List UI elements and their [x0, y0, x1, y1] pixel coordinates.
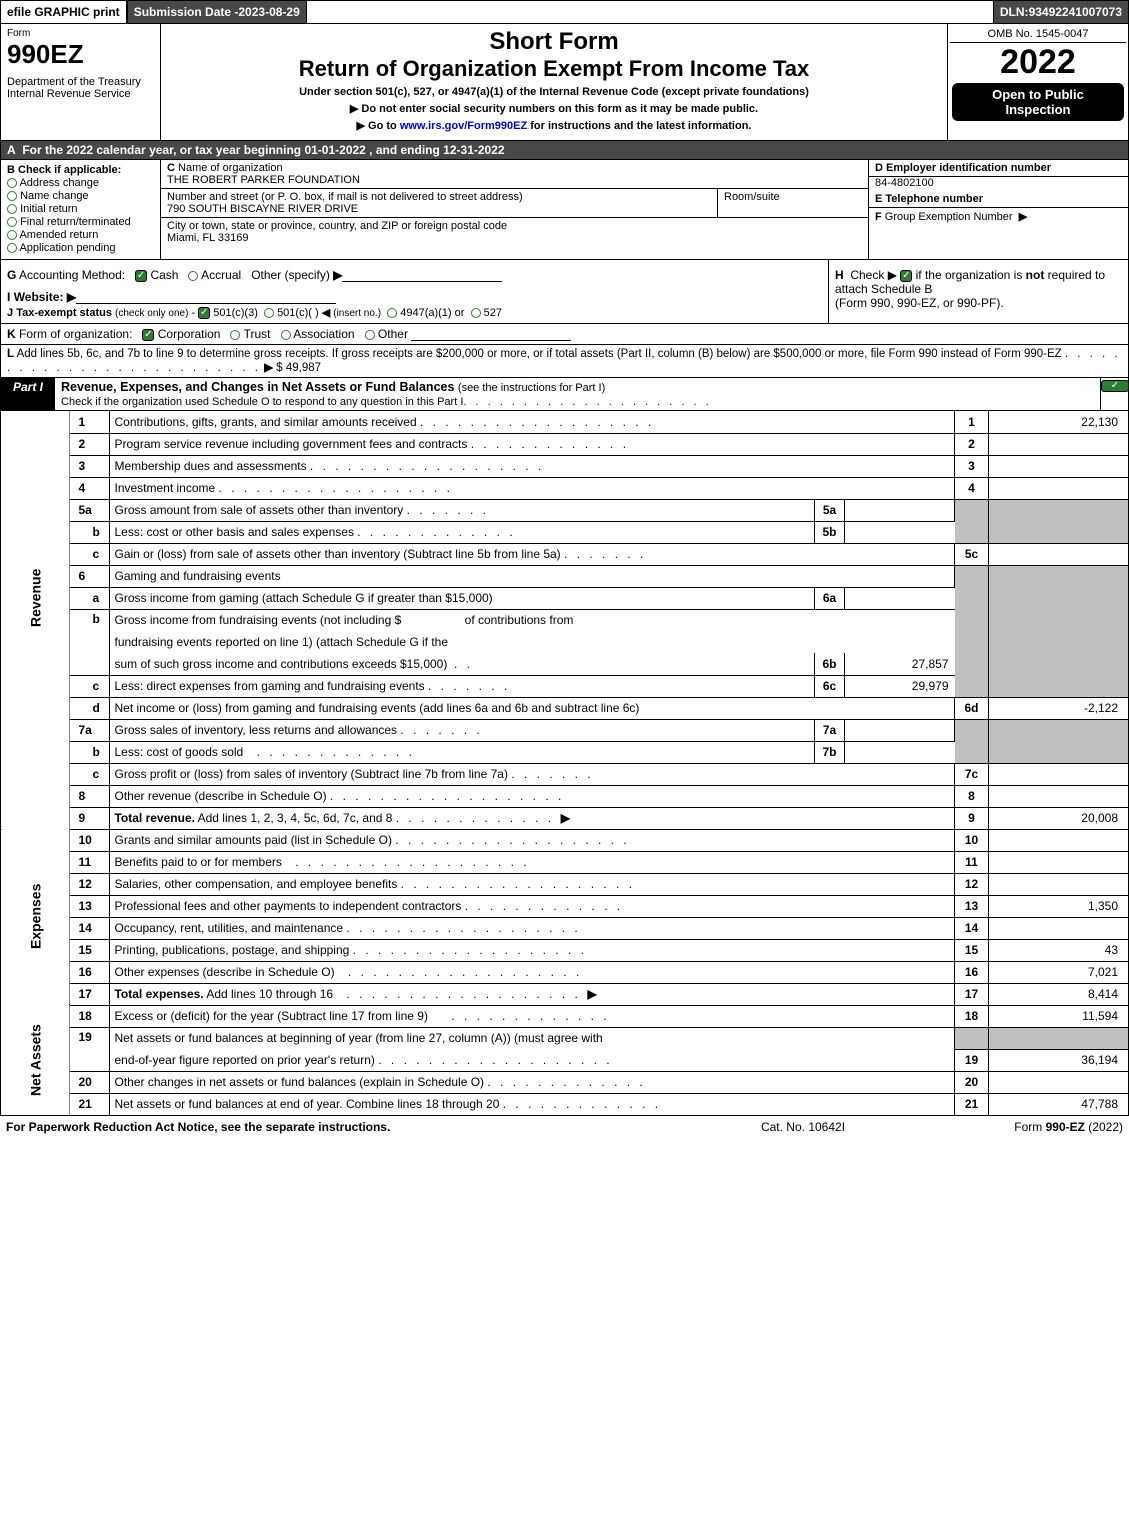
amt-15: 43 — [989, 939, 1129, 961]
form-title: Return of Organization Exempt From Incom… — [167, 56, 941, 82]
paperwork-notice: For Paperwork Reduction Act Notice, see … — [6, 1120, 703, 1134]
form-ref: Form 990-EZ (2022) — [903, 1120, 1123, 1134]
topbar-spacer — [307, 0, 993, 24]
sub1: Under section 501(c), 527, or 4947(a)(1)… — [167, 86, 941, 98]
city-state-zip: Miami, FL 33169 — [167, 232, 249, 244]
netassets-tab: Net Assets — [1, 1005, 70, 1115]
other-blank[interactable] — [342, 269, 502, 282]
short-form: Short Form — [167, 28, 941, 56]
chk-initial-return[interactable]: Initial return — [7, 203, 154, 215]
chk-h[interactable]: ✓ — [900, 270, 912, 282]
chk-other[interactable] — [365, 330, 375, 340]
ein: 84-4802100 — [869, 177, 1128, 191]
line-k: K Form of organization: ✓ Corporation Tr… — [0, 324, 1129, 345]
amt-17: 8,414 — [989, 983, 1129, 1005]
ghij-row: G Accounting Method: ✓ Cash Accrual Othe… — [0, 260, 1129, 324]
website-blank[interactable] — [76, 291, 336, 304]
part1-table: Revenue 1 Contributions, gifts, grants, … — [0, 411, 1129, 1116]
chk-527[interactable] — [471, 308, 481, 318]
dln: DLN: 93492241007073 — [993, 0, 1129, 24]
org-name: THE ROBERT PARKER FOUNDATION — [167, 174, 360, 186]
form-word: Form — [7, 28, 154, 39]
amt-6d: -2,122 — [989, 697, 1129, 719]
open-public: Open to Public Inspection — [952, 83, 1124, 121]
sub3: ▶ Go to www.irs.gov/Form990EZ for instru… — [167, 119, 941, 132]
bcd-row: B Check if applicable: Address change Na… — [0, 160, 1129, 260]
part1-tab: Part I — [1, 378, 55, 410]
amt-16: 7,021 — [989, 961, 1129, 983]
line-j: J Tax-exempt status (check only one) - ✓… — [7, 306, 822, 319]
line-l: L Add lines 5b, 6c, and 7b to line 9 to … — [0, 345, 1129, 378]
part1-check[interactable]: ✓ — [1100, 378, 1128, 410]
city-row: City or town, state or province, country… — [161, 218, 868, 246]
part1-header: Part I Revenue, Expenses, and Changes in… — [0, 378, 1129, 411]
submission-date: Submission Date - 2023-08-29 — [127, 0, 307, 24]
chk-501c3[interactable]: ✓ — [198, 307, 210, 319]
dept: Department of the Treasury Internal Reve… — [7, 76, 154, 100]
footer: For Paperwork Reduction Act Notice, see … — [0, 1116, 1129, 1138]
amt-9: 20,008 — [989, 807, 1129, 829]
chk-assoc[interactable] — [281, 330, 291, 340]
chk-amended[interactable]: Amended return — [7, 229, 154, 241]
form-number: 990EZ — [7, 39, 154, 70]
section-c: C Name of organization THE ROBERT PARKER… — [161, 160, 868, 259]
chk-final-return[interactable]: Final return/terminated — [7, 216, 154, 228]
chk-name-change[interactable]: Name change — [7, 190, 154, 202]
gross-receipts: $ 49,987 — [276, 362, 321, 374]
topbar: efile GRAPHIC print Submission Date - 20… — [0, 0, 1129, 24]
header-right: OMB No. 1545-0047 2022 Open to Public In… — [948, 24, 1128, 140]
amt-18: 11,594 — [989, 1005, 1129, 1027]
chk-trust[interactable] — [230, 330, 240, 340]
amt-1: 22,130 — [989, 411, 1129, 433]
section-b: B Check if applicable: Address change Na… — [1, 160, 161, 259]
org-name-row: C Name of organization THE ROBERT PARKER… — [161, 160, 868, 189]
street-address: 790 SOUTH BISCAYNE RIVER DRIVE — [167, 203, 358, 215]
tax-year: 2022 — [950, 43, 1126, 81]
chk-4947[interactable] — [387, 308, 397, 318]
chk-cash[interactable]: ✓ — [135, 270, 147, 282]
efile-label: efile GRAPHIC print — [0, 0, 127, 24]
amt-19: 36,194 — [989, 1049, 1129, 1071]
amt-6c: 29,979 — [845, 675, 955, 697]
irs-link[interactable]: www.irs.gov/Form990EZ — [400, 120, 527, 132]
chk-501c[interactable] — [264, 308, 274, 318]
chk-corp[interactable]: ✓ — [142, 329, 154, 341]
revenue-tab: Revenue — [1, 411, 70, 785]
chk-accrual[interactable] — [188, 271, 198, 281]
sub2: ▶ Do not enter social security numbers o… — [167, 102, 941, 115]
room-suite: Room/suite — [718, 189, 868, 217]
header-left: Form 990EZ Department of the Treasury In… — [1, 24, 161, 140]
section-def: D Employer identification number 84-4802… — [868, 160, 1128, 259]
form-header: Form 990EZ Department of the Treasury In… — [0, 24, 1129, 141]
line-i: I Website: ▶ — [7, 290, 822, 304]
omb: OMB No. 1545-0047 — [950, 26, 1126, 43]
chk-application-pending[interactable]: Application pending — [7, 242, 154, 254]
expenses-tab: Expenses — [1, 829, 70, 1005]
header-center: Short Form Return of Organization Exempt… — [161, 24, 948, 140]
line-h: H Check ▶ ✓ if the organization is not r… — [828, 260, 1128, 323]
amt-13: 1,350 — [989, 895, 1129, 917]
addr-row: Number and street (or P. O. box, if mail… — [161, 189, 868, 218]
line-a: A For the 2022 calendar year, or tax yea… — [0, 141, 1129, 160]
amt-21: 47,788 — [989, 1093, 1129, 1115]
line-g: G Accounting Method: ✓ Cash Accrual Othe… — [7, 268, 822, 282]
chk-address-change[interactable]: Address change — [7, 177, 154, 189]
cat-no: Cat. No. 10642I — [703, 1120, 903, 1134]
amt-6b: 27,857 — [845, 653, 955, 675]
